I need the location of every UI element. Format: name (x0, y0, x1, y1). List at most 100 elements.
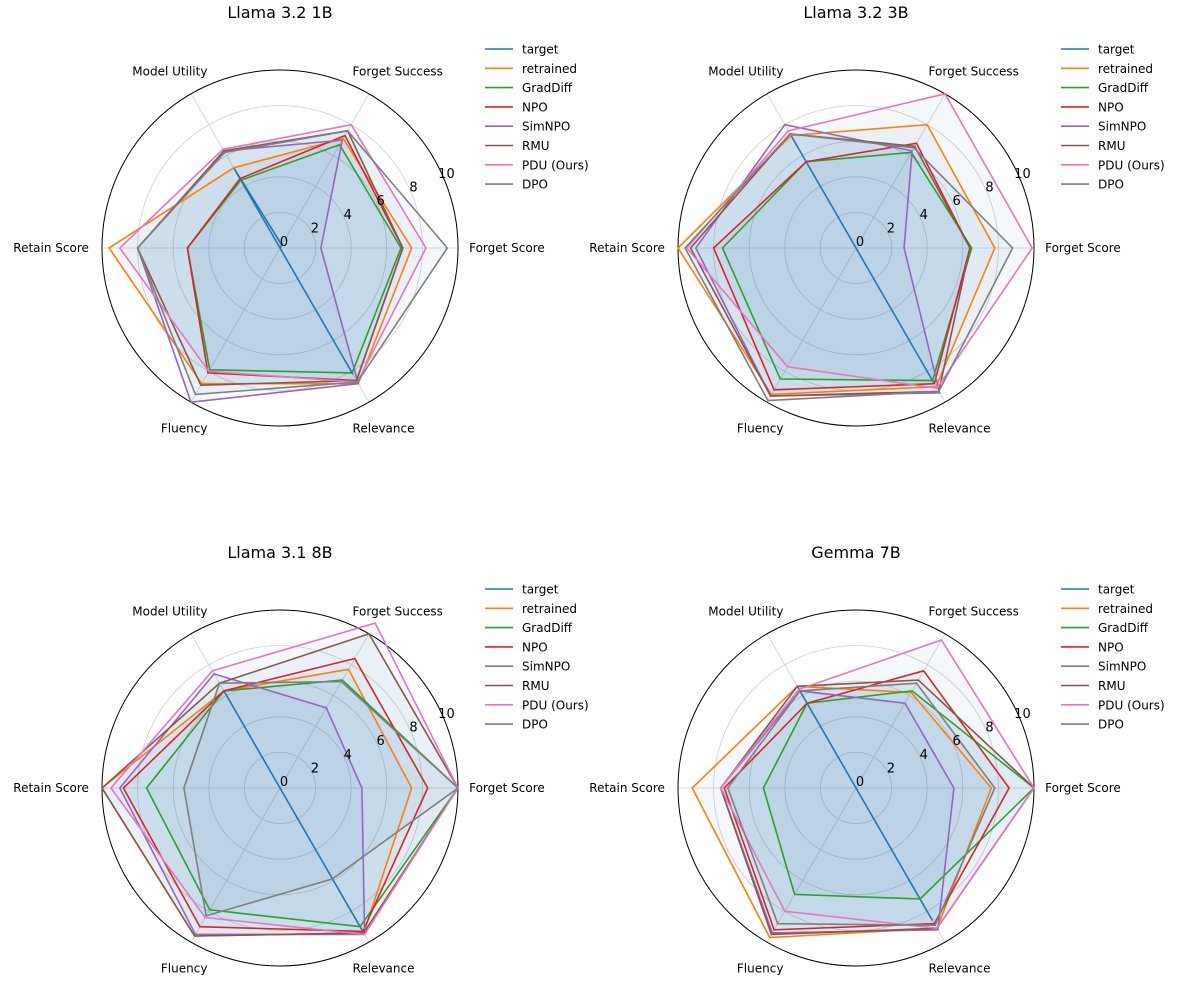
legend-label-graddiff: GradDiff (522, 621, 573, 635)
legend-label-npo: NPO (522, 640, 548, 654)
grid-spoke (855, 633, 946, 789)
axis-label-retain-score: Retain Score (589, 241, 665, 255)
legend-label-target: target (522, 43, 559, 57)
grid-spoke (279, 633, 370, 789)
legend-label-retrained: retrained (1098, 602, 1153, 616)
series-line-target (233, 167, 354, 375)
series-line-npo (712, 142, 971, 391)
axis-label-model-utility: Model Utility (132, 605, 207, 619)
r-tick-label: 10 (1014, 167, 1031, 182)
r-tick-label: 4 (344, 208, 352, 223)
series-line-pdu-ours (719, 639, 1035, 930)
chart-title: Llama 3.1 8B (227, 543, 332, 562)
r-tick-label: 6 (953, 194, 961, 209)
series-line-target (790, 135, 935, 385)
legend-label-rmu: RMU (1098, 139, 1125, 153)
axis-label-forget-score: Forget Score (469, 241, 545, 255)
grid-spoke (766, 787, 857, 943)
series-fill-npo (713, 143, 970, 390)
series-fill-simnpo (720, 690, 954, 933)
legend-label-dpo: DPO (522, 178, 548, 192)
grid-spoke (190, 247, 281, 403)
grid-spoke (855, 93, 946, 249)
axis-label-retain-score: Retain Score (13, 781, 89, 795)
series-line-rmu (100, 632, 459, 937)
series-line-npo (122, 657, 429, 933)
legend-label-pdu-ours: PDU (Ours) (522, 698, 589, 712)
axis-label-relevance: Relevance (929, 421, 991, 435)
axis-label-relevance: Relevance (353, 961, 415, 975)
axis-label-forget-success: Forget Success (353, 65, 443, 79)
series-fill-rmu (690, 133, 970, 396)
axis-label-retain-score: Retain Score (13, 241, 89, 255)
r-tick-label: 8 (409, 181, 417, 196)
legend-label-retrained: retrained (522, 62, 577, 76)
grid-spoke (279, 93, 370, 249)
series-fill-npo (724, 670, 1010, 930)
legend-label-simnpo: SimNPO (522, 660, 570, 674)
series-fill-graddiff (722, 152, 972, 381)
chart-title: Gemma 7B (811, 543, 900, 562)
series-line-graddiff (145, 679, 460, 928)
r-tick-label: 2 (887, 761, 895, 776)
legend-label-retrained: retrained (522, 602, 577, 616)
r-tick-label: 2 (311, 221, 319, 236)
axis-label-fluency: Fluency (161, 421, 208, 435)
legend-label-target: target (1098, 583, 1135, 597)
series-fill-graddiff (146, 680, 458, 927)
series-fill-retrained (692, 686, 992, 938)
legend-label-npo: NPO (1098, 640, 1124, 654)
legend-label-graddiff: GradDiff (1098, 621, 1149, 635)
axis-label-forget-success: Forget Success (353, 605, 443, 619)
series-line-retrained (676, 123, 996, 396)
r-tick-label: 0 (856, 775, 864, 790)
series-fill-dpo (137, 130, 448, 395)
r-tick-label: 6 (377, 194, 385, 209)
r-tick-label: 8 (985, 721, 993, 736)
axis-label-retain-score: Retain Score (589, 781, 665, 795)
chart-title: Llama 3.2 1B (227, 3, 332, 22)
series-fill-dpo (685, 133, 1013, 401)
legend-label-graddiff: GradDiff (522, 81, 573, 95)
series-fill-simnpo (137, 140, 359, 403)
grid-spoke (766, 247, 857, 403)
radar-panel-4: 0 2 4 6 8 10 Forget Score Forget Success Model U… (589, 543, 1164, 975)
axis-label-forget-success: Forget Success (929, 65, 1019, 79)
r-tick-label: 2 (311, 761, 319, 776)
legend-label-target: target (1098, 43, 1135, 57)
legend-label-dpo: DPO (1098, 718, 1124, 732)
radar-panel-3: 0 2 4 6 8 10 Forget Score Forget Success Model U… (13, 543, 588, 975)
axis-label-forget-score: Forget Score (469, 781, 545, 795)
r-tick-label: 6 (377, 734, 385, 749)
axis-label-forget-score: Forget Score (1045, 781, 1121, 795)
legend-label-pdu-ours: PDU (Ours) (1098, 698, 1165, 712)
r-tick-label: 4 (344, 748, 352, 763)
series-fill-graddiff (763, 690, 1034, 899)
axis-label-model-utility: Model Utility (708, 65, 783, 79)
legend-label-rmu: RMU (522, 139, 549, 153)
axis-label-fluency: Fluency (737, 961, 784, 975)
r-tick-label: 8 (409, 721, 417, 736)
r-tick-label: 4 (920, 208, 928, 223)
r-tick-label: 0 (856, 235, 864, 250)
legend-label-npo: NPO (522, 100, 548, 114)
radar-panel-2: 0 2 4 6 8 10 Forget Score Forget Success Model U… (589, 3, 1164, 435)
series-fill-pdu-ours (686, 93, 1033, 389)
radar-panel-1: 0 2 4 6 8 10 Forget Score Forget Success Model U… (13, 3, 588, 435)
series-fill-simnpo (695, 124, 940, 396)
r-tick-label: 10 (438, 167, 455, 182)
r-tick-label: 10 (438, 707, 455, 722)
series-line-target (796, 685, 934, 921)
legend-label-target: target (522, 583, 559, 597)
r-tick-label: 4 (920, 748, 928, 763)
series-line-pdu-ours (109, 622, 459, 936)
r-tick-label: 6 (953, 734, 961, 749)
r-tick-label: 0 (280, 775, 288, 790)
legend-label-retrained: retrained (1098, 62, 1153, 76)
series-fill-retrained (102, 669, 412, 936)
r-tick-label: 0 (280, 235, 288, 250)
series-fill-pdu-ours (110, 623, 459, 935)
legend-label-simnpo: SimNPO (1098, 120, 1146, 134)
series-line-dpo (726, 682, 996, 927)
series-fill-pdu-ours (119, 124, 427, 383)
